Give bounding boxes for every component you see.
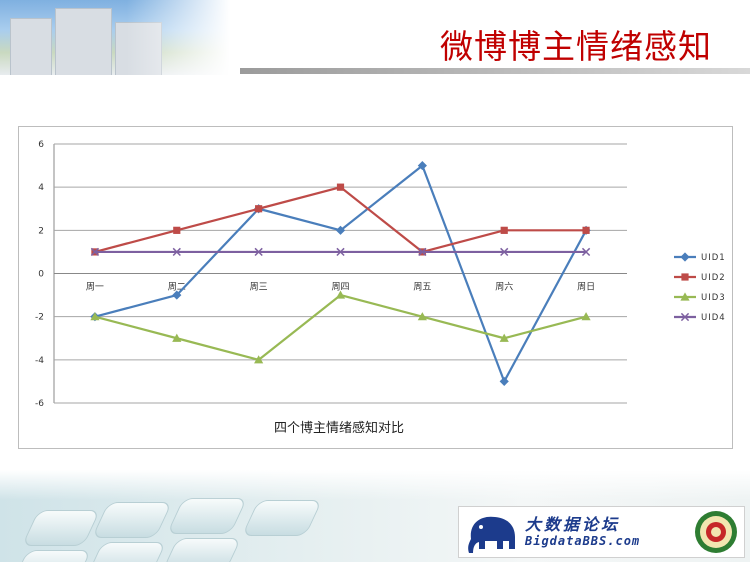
legend-item: UID1 (674, 252, 726, 263)
data-point (417, 312, 427, 321)
data-point (680, 252, 690, 262)
campus-photo-banner (0, 0, 230, 75)
data-point (500, 247, 509, 257)
elephant-icon (468, 516, 515, 553)
legend-label: UID1 (701, 253, 726, 263)
data-point (335, 225, 346, 235)
logo-site: BigdataBBS.com (525, 534, 641, 548)
x-tick-label: 周六 (495, 281, 513, 293)
series-uid2 (91, 183, 590, 256)
data-point (499, 333, 509, 342)
y-tick-label: -4 (35, 356, 44, 366)
data-point (680, 292, 690, 301)
series-line (94, 293, 587, 361)
data-point (500, 226, 508, 234)
legend-item: UID3 (674, 292, 726, 303)
y-tick-label: 0 (38, 270, 44, 280)
y-tick-label: 6 (38, 140, 44, 150)
legend-label: UID3 (701, 293, 726, 303)
data-point (254, 355, 264, 364)
data-point (681, 273, 689, 281)
y-tick-label: 4 (38, 183, 44, 193)
data-point (581, 312, 591, 321)
y-tick-label: -6 (35, 399, 44, 409)
data-point (336, 247, 345, 257)
title-underline-bar (240, 68, 750, 74)
bigdata-bbs-logo: 大数据论坛 BigdataBBS.com (458, 506, 745, 558)
data-point (173, 226, 181, 234)
data-point (417, 160, 427, 171)
chart-frame: 6 4 2 0 -2 -4 -6 周一 周二 周三 周四 周五 周六 周日 UID1 UID2 UID3 UID4… (18, 126, 733, 449)
x-tick-label: 周三 (250, 282, 268, 293)
data-point (499, 376, 509, 387)
data-point (582, 226, 590, 234)
x-tick-label: 周五 (413, 282, 431, 293)
data-point (255, 205, 263, 213)
x-tick-label: 周日 (577, 282, 595, 293)
series-uid4 (90, 247, 591, 257)
data-point (581, 247, 591, 257)
slide-title: 微博博主情绪感知 (440, 27, 712, 66)
seal-icon (695, 511, 737, 553)
legend-item: UID4 (674, 312, 726, 323)
keyboard-footer-image (0, 470, 750, 562)
data-point (418, 247, 427, 257)
x-tick-label: 周一 (86, 282, 104, 293)
data-point (172, 247, 181, 257)
series-line (94, 186, 587, 254)
y-tick-label: 2 (38, 226, 44, 236)
x-tick-label: 周四 (331, 282, 349, 293)
legend-item: UID2 (674, 273, 726, 283)
data-point (172, 333, 182, 342)
data-point (254, 247, 263, 257)
logo-name: 大数据论坛 (525, 515, 621, 534)
data-point (336, 183, 345, 191)
chart-title: 四个博主情绪感知对比 (274, 420, 404, 436)
series-uid3 (90, 290, 591, 364)
data-point (90, 247, 100, 257)
data-point (90, 312, 100, 321)
legend-label: UID2 (701, 273, 726, 283)
data-point (680, 312, 690, 322)
x-tick-label: 周二 (168, 282, 186, 293)
data-point (335, 290, 346, 299)
y-tick-label: -2 (35, 313, 44, 323)
legend-label: UID4 (701, 313, 726, 323)
line-chart: 6 4 2 0 -2 -4 -6 周一 周二 周三 周四 周五 周六 周日 UID1 UID2 UID3 UID4… (35, 140, 726, 436)
